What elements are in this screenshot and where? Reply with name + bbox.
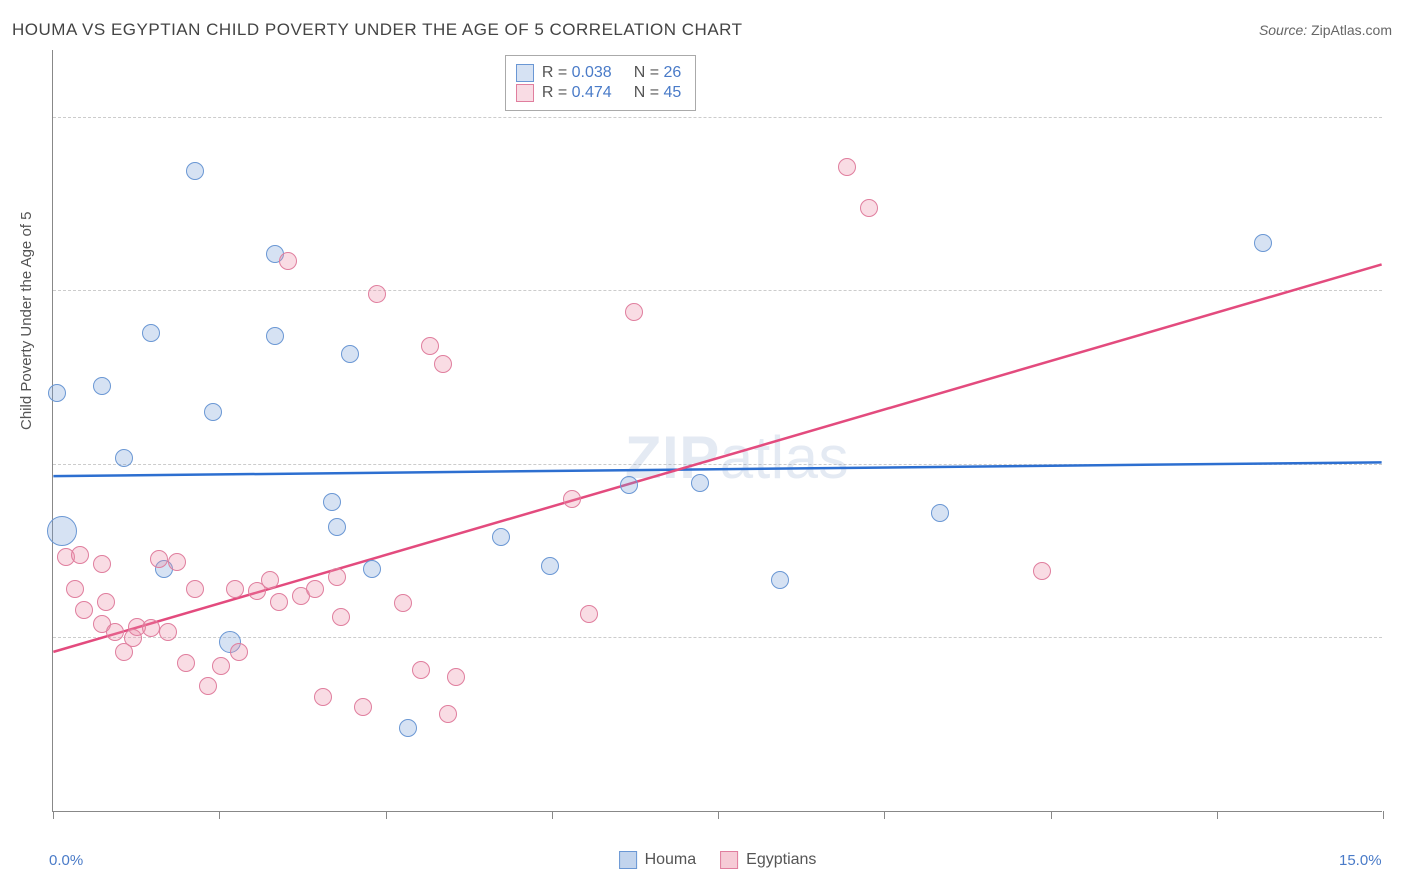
- data-point: [394, 594, 412, 612]
- x-tick: [1383, 811, 1384, 819]
- series-legend: Houma Egyptians: [619, 851, 817, 869]
- x-tick-label: 0.0%: [49, 852, 83, 869]
- data-point: [620, 476, 638, 494]
- gridline: [53, 290, 1382, 291]
- legend-n-label: N = 26: [634, 64, 682, 82]
- data-point: [106, 623, 124, 641]
- legend-r-label: R = 0.474: [542, 84, 612, 102]
- data-point: [186, 162, 204, 180]
- source-label: Source:: [1259, 22, 1307, 38]
- chart-title: HOUMA VS EGYPTIAN CHILD POVERTY UNDER TH…: [12, 20, 743, 40]
- x-tick: [53, 811, 54, 819]
- x-tick: [1051, 811, 1052, 819]
- data-point: [159, 623, 177, 641]
- legend-n-label: N = 45: [634, 84, 682, 102]
- data-point: [328, 568, 346, 586]
- x-tick: [1217, 811, 1218, 819]
- stats-legend: R = 0.038 N = 26 R = 0.474 N = 45: [505, 55, 696, 111]
- x-tick: [552, 811, 553, 819]
- data-point: [93, 377, 111, 395]
- legend-item: Houma: [619, 851, 697, 869]
- legend-item: Egyptians: [720, 851, 816, 869]
- data-point: [270, 593, 288, 611]
- y-tick-label: 37.5%: [1388, 282, 1406, 299]
- data-point: [306, 580, 324, 598]
- legend-swatch-icon: [516, 64, 534, 82]
- x-tick-label: 15.0%: [1339, 852, 1382, 869]
- data-point: [115, 449, 133, 467]
- data-point: [47, 516, 77, 546]
- data-point: [266, 327, 284, 345]
- legend-swatch-icon: [516, 84, 534, 102]
- data-point: [541, 557, 559, 575]
- legend-swatch-icon: [720, 851, 738, 869]
- x-tick: [884, 811, 885, 819]
- data-point: [71, 546, 89, 564]
- stats-legend-row: R = 0.038 N = 26: [516, 64, 681, 82]
- legend-r-label: R = 0.038: [542, 64, 612, 82]
- data-point: [421, 337, 439, 355]
- data-point: [168, 553, 186, 571]
- y-axis-label: Child Poverty Under the Age of 5: [18, 212, 35, 430]
- data-point: [150, 550, 168, 568]
- data-point: [1254, 234, 1272, 252]
- data-point: [860, 199, 878, 217]
- x-tick: [386, 811, 387, 819]
- x-tick: [219, 811, 220, 819]
- source-attribution: Source: ZipAtlas.com: [1259, 22, 1392, 38]
- data-point: [66, 580, 84, 598]
- data-point: [368, 285, 386, 303]
- source-name: ZipAtlas.com: [1311, 22, 1392, 38]
- data-point: [230, 643, 248, 661]
- data-point: [212, 657, 230, 675]
- y-tick-label: 12.5%: [1388, 629, 1406, 646]
- stats-legend-row: R = 0.474 N = 45: [516, 84, 681, 102]
- chart-plot-area: 12.5%37.5%0.0%15.0%ZIPatlasR = 0.038N = …: [52, 50, 1382, 812]
- data-point: [177, 654, 195, 672]
- data-point: [199, 677, 217, 695]
- data-point: [492, 528, 510, 546]
- legend-label: Egyptians: [746, 851, 816, 869]
- gridline: [53, 117, 1382, 118]
- gridline: [53, 464, 1382, 465]
- data-point: [261, 571, 279, 589]
- data-point: [838, 158, 856, 176]
- data-point: [931, 504, 949, 522]
- data-point: [142, 324, 160, 342]
- data-point: [204, 403, 222, 421]
- data-point: [625, 303, 643, 321]
- data-point: [75, 601, 93, 619]
- data-point: [186, 580, 204, 598]
- data-point: [48, 384, 66, 402]
- data-point: [434, 355, 452, 373]
- trend-lines: [53, 50, 1382, 811]
- data-point: [1033, 562, 1051, 580]
- watermark: ZIPatlas: [625, 423, 849, 492]
- data-point: [771, 571, 789, 589]
- data-point: [447, 668, 465, 686]
- data-point: [354, 698, 372, 716]
- x-tick: [718, 811, 719, 819]
- data-point: [328, 518, 346, 536]
- data-point: [226, 580, 244, 598]
- data-point: [439, 705, 457, 723]
- data-point: [142, 619, 160, 637]
- data-point: [399, 719, 417, 737]
- data-point: [341, 345, 359, 363]
- data-point: [563, 490, 581, 508]
- data-point: [332, 608, 350, 626]
- legend-label: Houma: [645, 851, 697, 869]
- data-point: [323, 493, 341, 511]
- data-point: [279, 252, 297, 270]
- data-point: [93, 555, 111, 573]
- data-point: [580, 605, 598, 623]
- data-point: [691, 474, 709, 492]
- data-point: [412, 661, 430, 679]
- data-point: [97, 593, 115, 611]
- data-point: [314, 688, 332, 706]
- legend-swatch-icon: [619, 851, 637, 869]
- data-point: [363, 560, 381, 578]
- gridline: [53, 637, 1382, 638]
